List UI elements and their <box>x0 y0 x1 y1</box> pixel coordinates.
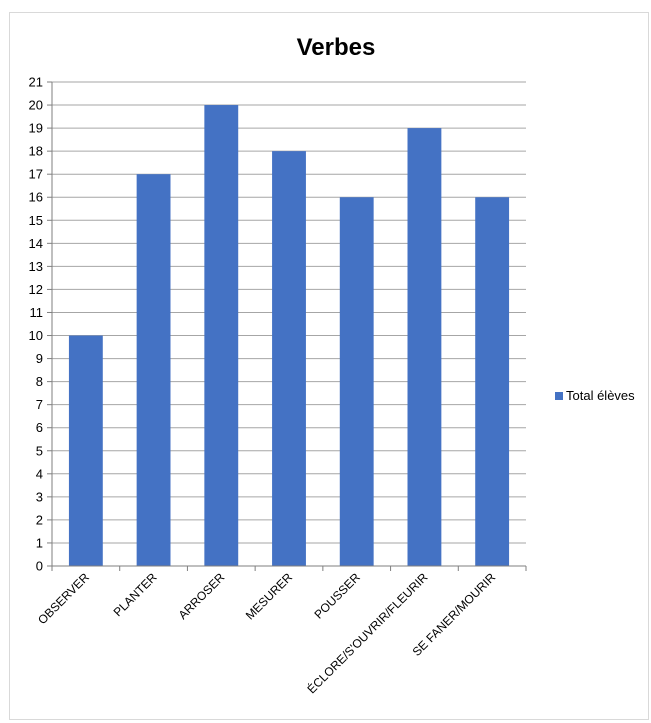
y-tick-label: 21 <box>29 75 43 90</box>
y-tick-label: 0 <box>36 559 43 574</box>
x-tick-label: POUSSER <box>311 570 363 622</box>
chart-title: Verbes <box>297 34 376 61</box>
y-tick-label: 14 <box>29 236 43 251</box>
bar-3 <box>272 151 306 566</box>
y-tick-label: 17 <box>29 167 43 182</box>
y-tick-label: 18 <box>29 144 43 159</box>
x-tick-label: ARROSER <box>176 570 228 622</box>
legend-label: Total élèves <box>566 388 635 403</box>
x-tick-label: MESURER <box>243 570 296 623</box>
x-tick-label: ÉCLORE/S'OUVRIR/FLEURIR <box>304 569 431 696</box>
y-tick-label: 11 <box>30 305 44 320</box>
y-tick-label: 5 <box>36 443 43 458</box>
y-tick-label: 2 <box>36 512 43 527</box>
bars <box>68 105 510 567</box>
bar-5 <box>407 128 442 566</box>
legend-swatch <box>555 392 563 400</box>
x-tick-label: PLANTER <box>111 570 160 619</box>
y-tick-label: 12 <box>29 282 43 297</box>
y-tick-label: 19 <box>29 121 43 136</box>
chart-frame <box>9 12 649 720</box>
x-tick-label: OBSERVER <box>35 570 92 627</box>
y-tick-label: 7 <box>36 397 43 412</box>
bar-4 <box>339 197 374 566</box>
bar-2 <box>204 105 239 567</box>
y-tick-label: 15 <box>29 213 43 228</box>
x-axis <box>51 565 527 571</box>
y-tick-label: 8 <box>36 374 43 389</box>
y-tick-label: 1 <box>36 535 43 550</box>
y-tick-label: 16 <box>29 190 43 205</box>
y-tick-label: 10 <box>29 328 43 343</box>
bar-1 <box>136 174 171 566</box>
y-tick-label: 13 <box>29 259 43 274</box>
bar-0 <box>68 335 103 566</box>
y-tick-label: 9 <box>36 351 43 366</box>
y-tick-label: 4 <box>36 466 43 481</box>
y-tick-label: 6 <box>36 420 43 435</box>
y-tick-label: 20 <box>29 98 43 113</box>
x-axis-labels: OBSERVER PLANTER ARROSER MESURER POUSSERÉCLO… <box>35 569 498 696</box>
legend: Total élèves <box>555 388 635 403</box>
bar-6 <box>475 197 510 566</box>
y-tick-label: 3 <box>36 489 43 504</box>
